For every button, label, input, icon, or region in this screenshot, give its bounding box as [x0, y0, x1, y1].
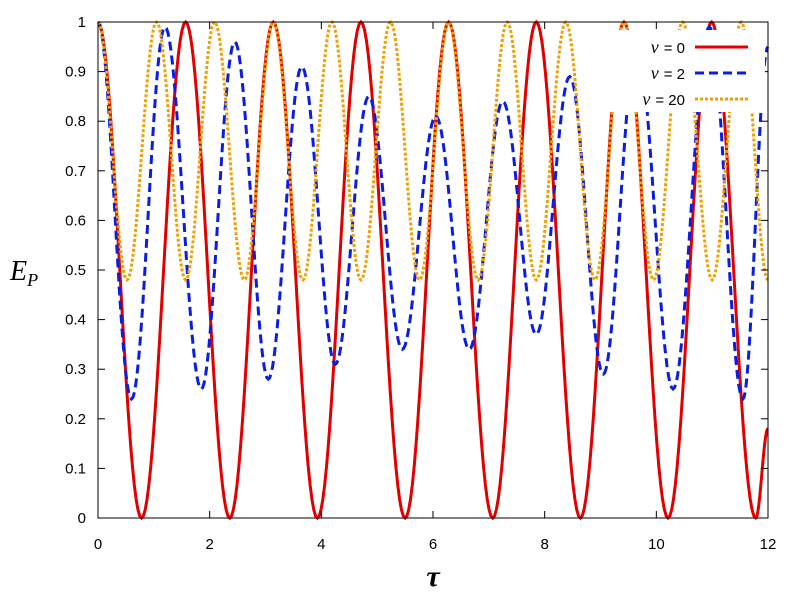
- y-tick-label: 0.2: [65, 411, 86, 428]
- y-tick-label: 0.1: [65, 460, 86, 477]
- x-tick-label: 8: [540, 536, 548, 553]
- x-tick-label: 4: [317, 536, 325, 553]
- x-axis-label: τ: [426, 560, 441, 593]
- legend-label-var: ν: [651, 63, 659, 83]
- x-tick-label: 2: [205, 536, 213, 553]
- series-line-1: [96, 21, 770, 402]
- y-tick-label: 1: [78, 14, 86, 31]
- y-axis-label: EP: [9, 256, 38, 290]
- y-tick-label: 0.7: [65, 163, 86, 180]
- legend-label-eq: = 2: [664, 66, 685, 83]
- y-axis-label-main: E: [9, 256, 27, 287]
- legend-label-eq: = 0: [664, 40, 685, 57]
- x-tick-label: 0: [94, 536, 102, 553]
- y-tick-label: 0.4: [65, 312, 86, 329]
- x-tick-label: 12: [760, 536, 777, 553]
- legend-label-var: ν: [642, 89, 650, 109]
- y-tick-label: 0.8: [65, 113, 86, 130]
- legend-label-eq: = 20: [655, 92, 685, 109]
- legend-label: ν = 2: [651, 63, 685, 83]
- y-tick-label: 0: [78, 510, 86, 527]
- y-tick-label: 0.9: [65, 64, 86, 81]
- y-tick-label: 0.6: [65, 212, 86, 229]
- y-tick-label: 0.3: [65, 361, 86, 378]
- legend-label-var: ν: [651, 37, 659, 57]
- axis-tick-labels: 0 2 4 6 8 10 12 0 0.1 0.2 0.3 0.4 0.5 0.6 0.7 0.8 0.9 1: [65, 14, 776, 553]
- legend-label: ν = 20: [642, 89, 685, 109]
- y-axis-label-subscript: P: [26, 270, 38, 290]
- legend-label: ν = 0: [651, 37, 685, 57]
- x-tick-label: 6: [429, 536, 437, 553]
- legend: ν = 0 ν = 2 ν = 20: [600, 30, 765, 112]
- x-tick-label: 10: [648, 536, 665, 553]
- y-tick-label: 0.5: [65, 262, 86, 279]
- axis-ticks: [97, 21, 769, 519]
